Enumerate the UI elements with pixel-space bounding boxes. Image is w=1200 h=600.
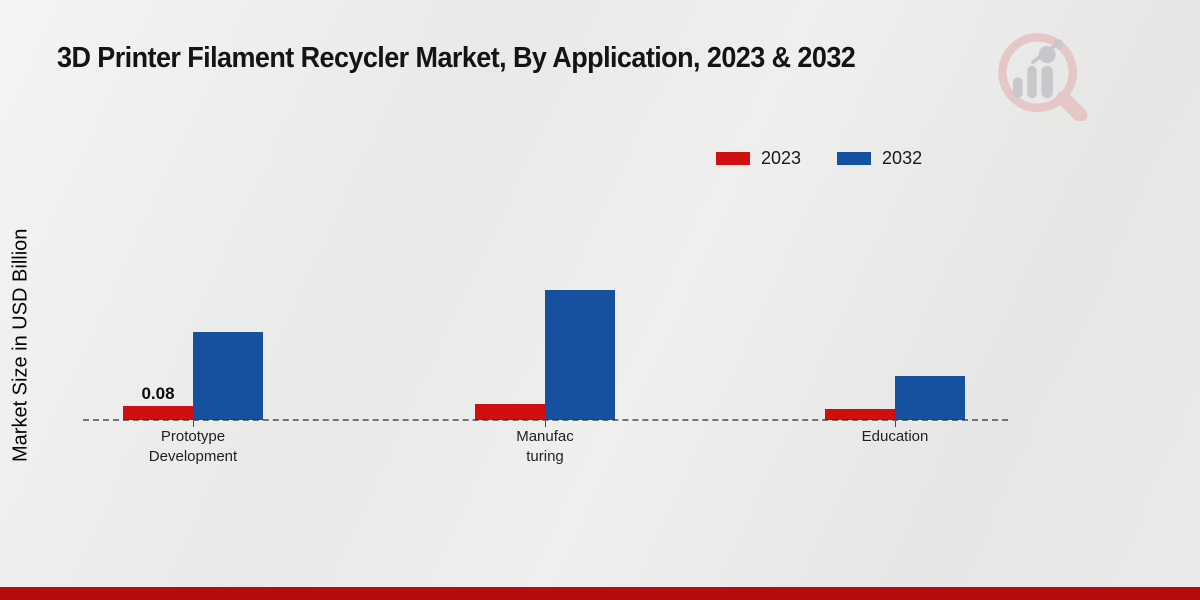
legend-label-2032: 2032: [882, 148, 923, 168]
bar-2023-education: [825, 409, 895, 420]
bar-2032-manufacturing: [545, 290, 615, 420]
magnifier-bar-chart-logo-icon: [998, 33, 1088, 121]
legend-swatch-2032: [837, 152, 872, 165]
legend-swatch-2023: [716, 152, 750, 165]
x-axis-tick: [895, 421, 896, 427]
bar-2032-education: [895, 376, 965, 420]
x-axis-tick: [193, 421, 194, 427]
legend-item-2032: 2032: [837, 148, 922, 169]
chart-title: 3D Printer Filament Recycler Market, By …: [57, 42, 856, 74]
x-axis-category-label: Manufac turing: [516, 428, 574, 465]
x-axis-baseline: [83, 419, 1008, 421]
bar-2023-prototype-development: [123, 406, 193, 420]
legend: 2023 2032: [716, 148, 922, 169]
x-axis-category-label: Education: [861, 428, 929, 445]
x-axis-category-label: Prototype Development: [148, 428, 238, 465]
legend-item-2023: 2023: [716, 148, 801, 169]
x-axis-tick: [545, 421, 546, 427]
bar-2032-prototype-development: [193, 332, 263, 420]
bar-value-label: 0.08: [141, 384, 175, 403]
legend-label-2023: 2023: [761, 148, 802, 168]
footer-accent-bar: [0, 587, 1200, 600]
bar-2023-manufacturing: [475, 404, 545, 420]
